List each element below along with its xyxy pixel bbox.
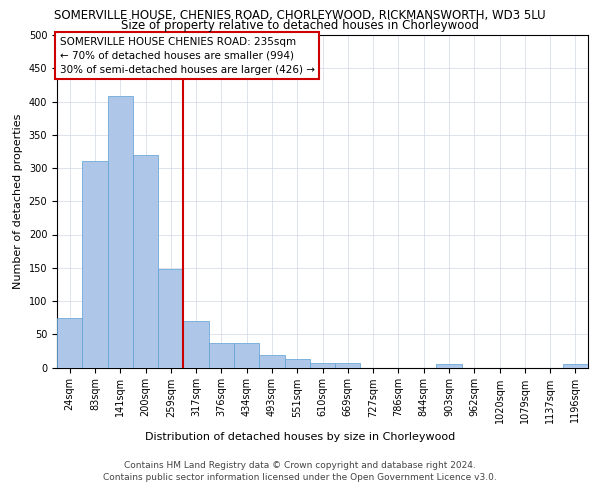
Text: SOMERVILLE HOUSE CHENIES ROAD: 235sqm
← 70% of detached houses are smaller (994): SOMERVILLE HOUSE CHENIES ROAD: 235sqm ← … [59, 36, 314, 74]
Text: Distribution of detached houses by size in Chorleywood: Distribution of detached houses by size … [145, 432, 455, 442]
Bar [209, 343, 234, 367]
Bar [107, 96, 133, 367]
Bar [259, 355, 284, 368]
Bar [158, 269, 184, 368]
Text: Size of property relative to detached houses in Chorleywood: Size of property relative to detached ho… [121, 19, 479, 32]
Text: SOMERVILLE HOUSE, CHENIES ROAD, CHORLEYWOOD, RICKMANSWORTH, WD3 5LU: SOMERVILLE HOUSE, CHENIES ROAD, CHORLEYW… [54, 9, 546, 22]
Bar [234, 343, 259, 367]
Bar [335, 363, 361, 368]
Bar [563, 364, 588, 368]
Bar [284, 359, 310, 368]
Bar [133, 154, 158, 368]
Bar [82, 160, 107, 368]
Bar [184, 321, 209, 368]
Text: Contains public sector information licensed under the Open Government Licence v3: Contains public sector information licen… [103, 473, 497, 482]
Bar [310, 363, 335, 368]
Bar [57, 318, 82, 368]
Bar [436, 364, 461, 368]
Text: Contains HM Land Registry data © Crown copyright and database right 2024.: Contains HM Land Registry data © Crown c… [124, 462, 476, 470]
Y-axis label: Number of detached properties: Number of detached properties [13, 114, 23, 289]
